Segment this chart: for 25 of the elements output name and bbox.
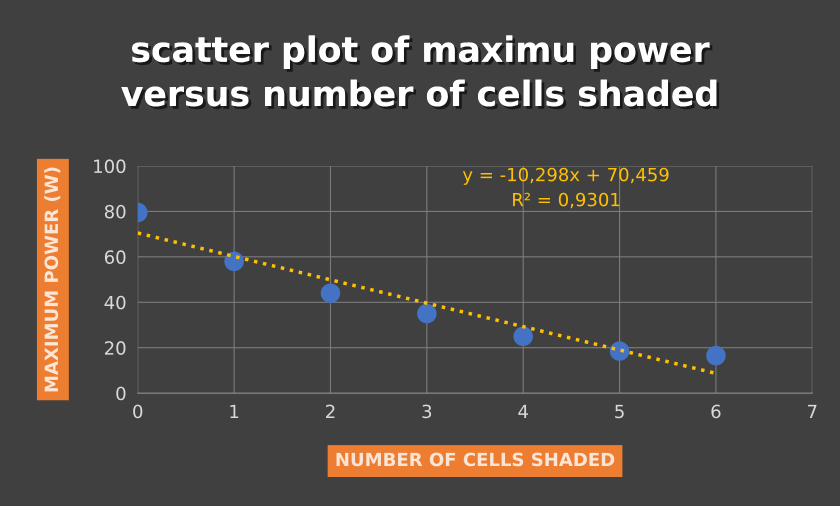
x-tick-label: 0 (133, 404, 142, 418)
x-tick-label: 5 (615, 404, 624, 418)
x-tick-label: 3 (422, 404, 432, 418)
y-tick-label: 60 (104, 250, 126, 264)
point (610, 341, 630, 361)
x-tick-label: 2 (326, 404, 334, 418)
y-axis-title: MAXIMUM POWER (W) (44, 168, 60, 392)
point (320, 283, 340, 303)
point (417, 304, 437, 324)
x-tick-label: 7 (808, 404, 816, 418)
y-tick-label: 20 (104, 341, 126, 355)
x-tick-label: 6 (711, 404, 721, 418)
y-tick-label: 100 (94, 159, 126, 174)
x-tick-label: 1 (230, 404, 238, 418)
annotation: y = -10,298x + 70,459 (462, 168, 669, 185)
point (706, 346, 726, 366)
x-tick-label: 4 (518, 404, 528, 418)
chart-title: scatter plot of maximu power versus number of cells shaded (121, 35, 720, 110)
y-tick-label: 40 (104, 296, 126, 310)
point (224, 252, 244, 272)
annotation: R² = 0,9301 (513, 192, 620, 208)
y-tick-label: 80 (104, 204, 126, 219)
y-tick-label: 0 (116, 386, 126, 400)
point (513, 326, 533, 346)
x-axis-title: NUMBER OF CELLS SHADED (336, 452, 614, 466)
